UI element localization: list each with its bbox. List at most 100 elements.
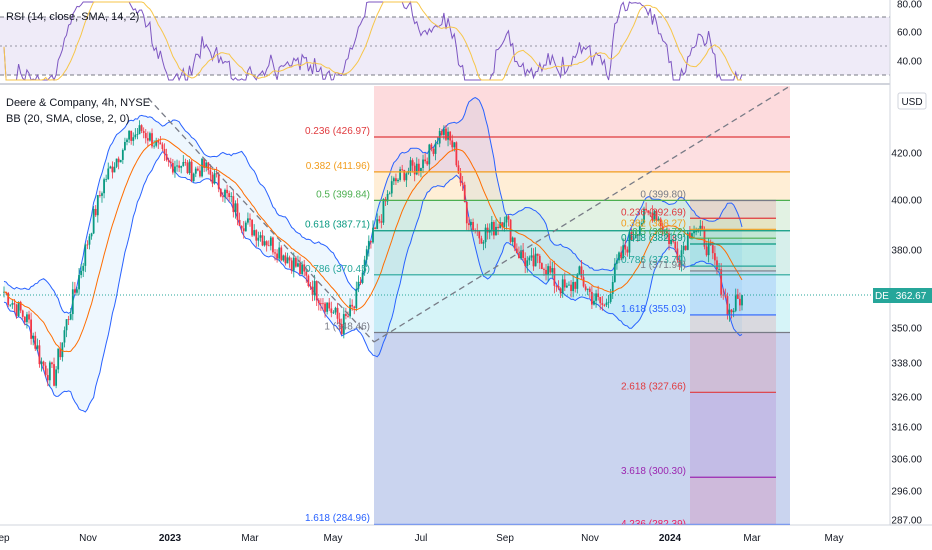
candle-body: [340, 323, 343, 334]
candle-body: [182, 162, 185, 166]
candle-body: [522, 250, 525, 258]
candle-body: [415, 163, 418, 175]
candle-body: [86, 244, 89, 246]
candle-body: [192, 173, 195, 182]
fib2-level-label: 0.5 (384.72): [632, 227, 686, 238]
candle-body: [734, 294, 737, 311]
candle-body: [628, 232, 631, 253]
candle-body: [98, 195, 101, 196]
candle-body: [65, 319, 68, 331]
rsi-tick-label: 80.00: [897, 0, 922, 11]
candle-body: [374, 227, 376, 229]
candle-body: [19, 301, 22, 311]
candle-body: [82, 265, 85, 271]
candle-body: [405, 173, 408, 181]
fib2-zone: [690, 218, 776, 230]
candle-body: [586, 288, 589, 290]
candle-body: [670, 239, 673, 245]
candle-body: [11, 303, 14, 305]
candle-body: [121, 150, 124, 160]
candle-body: [213, 173, 216, 184]
chart-title[interactable]: Deere & Company, 4h, NYSE: [6, 97, 150, 109]
candle-body: [342, 314, 345, 334]
candle-body: [28, 314, 30, 320]
candle-body: [507, 216, 510, 220]
candle-body: [428, 144, 431, 165]
candle-body: [157, 140, 160, 143]
time-tick-label: 2024: [659, 533, 682, 544]
candle-body: [409, 160, 412, 171]
candle-body: [390, 181, 393, 194]
candle-body: [417, 163, 420, 171]
candle-body: [601, 303, 604, 305]
candle-body: [278, 247, 281, 259]
candle-body: [724, 295, 727, 297]
candle-body: [501, 222, 504, 227]
candle-body: [128, 130, 130, 140]
candle-body: [71, 289, 74, 315]
candle-body: [701, 225, 704, 231]
candle-body: [36, 345, 39, 349]
time-tick-label: Nov: [79, 533, 97, 544]
candle-body: [228, 193, 231, 197]
candle-body: [180, 165, 183, 168]
candle-body: [221, 196, 224, 198]
candle-body: [545, 269, 547, 275]
candle-body: [255, 230, 258, 241]
candle-body: [524, 257, 527, 267]
candle-body: [7, 292, 10, 305]
fib1-level-label: 1.618 (284.96): [305, 513, 370, 524]
candle-body: [682, 245, 685, 251]
candle-body: [292, 257, 295, 271]
bb-legend[interactable]: BB (20, SMA, close, 2, 0): [6, 113, 130, 125]
candle-body: [303, 264, 306, 272]
candle-body: [540, 263, 543, 270]
candle-body: [251, 219, 253, 236]
candle-body: [480, 238, 483, 244]
candle-body: [726, 296, 729, 315]
candle-body: [505, 216, 508, 223]
fib2-level-label: 0 (399.80): [640, 190, 686, 201]
candle-body: [44, 365, 47, 376]
candle-body: [461, 182, 464, 185]
fib-retracement-1-lines: 0.236 (426.97) 0.382 (411.96) 0.5 (399.84)…: [305, 126, 790, 526]
candle-body: [616, 260, 618, 264]
candle-body: [739, 298, 741, 306]
candle-body: [661, 226, 664, 232]
candle-body: [382, 198, 385, 223]
candle-body: [126, 139, 128, 143]
fib2-level-label: 0.786 (373.79): [621, 255, 686, 266]
candle-body: [576, 274, 579, 289]
rsi-legend[interactable]: RSI (14, close, SMA, 14, 2): [6, 11, 139, 23]
fib2-zone: [690, 270, 776, 315]
candle-body: [534, 253, 537, 267]
price-tick-label: 338.00: [891, 359, 922, 370]
candle-body: [184, 162, 187, 163]
candle-body: [169, 161, 172, 163]
candle-body: [565, 285, 568, 288]
candle-body: [90, 233, 93, 237]
time-axis[interactable]: [0, 525, 932, 550]
candle-body: [378, 219, 381, 222]
time-tick-label: ep: [0, 533, 10, 544]
candle-body: [138, 125, 141, 135]
candle-body: [188, 161, 191, 174]
fib1-zone: [374, 332, 790, 525]
candle-body: [211, 174, 214, 184]
candle-body: [453, 142, 456, 148]
candle-body: [584, 286, 587, 290]
candle-body: [367, 240, 370, 250]
price-axis[interactable]: [890, 0, 932, 525]
candle-body: [457, 165, 460, 174]
candle-body: [365, 249, 368, 260]
candle-body: [328, 302, 331, 309]
candle-body: [555, 285, 558, 287]
candle-body: [395, 178, 397, 182]
candle-body: [686, 232, 689, 250]
candle-body: [134, 134, 137, 138]
candle-body: [136, 134, 139, 135]
currency-box[interactable]: [897, 92, 927, 110]
fib-retracement-1-zones: [374, 86, 790, 525]
fib1-zone: [374, 171, 790, 201]
candle-body: [190, 161, 193, 182]
